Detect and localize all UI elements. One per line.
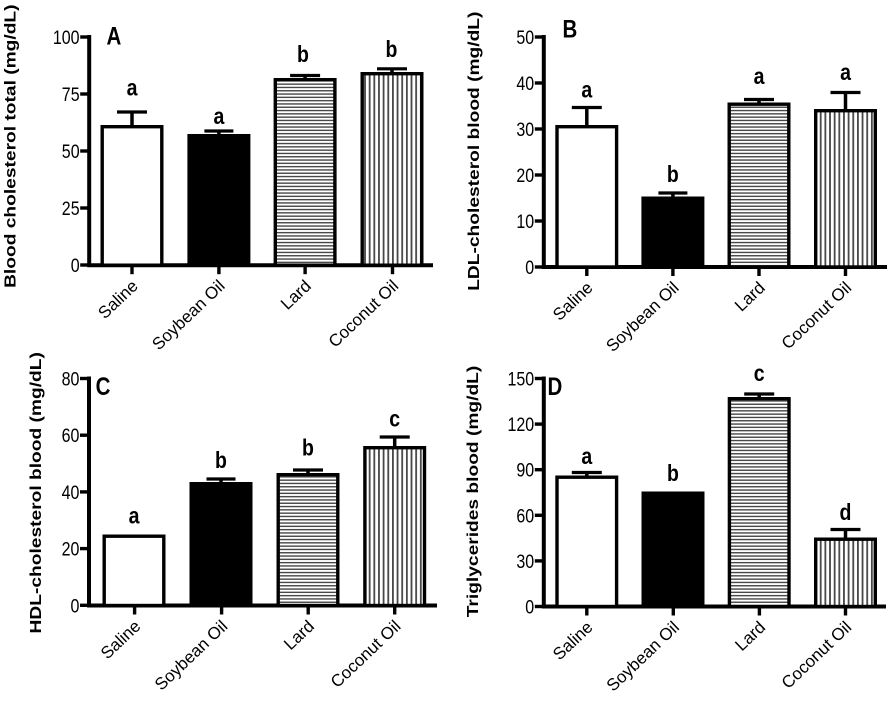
svg-text:c: c [389,406,400,432]
svg-text:d: d [840,499,852,525]
svg-text:b: b [667,161,679,187]
svg-text:60: 60 [516,505,534,527]
svg-text:20: 20 [516,165,534,187]
svg-text:150: 150 [508,368,535,390]
svg-text:20: 20 [62,538,80,560]
svg-text:b: b [302,435,314,461]
svg-text:c: c [754,360,765,386]
svg-text:75: 75 [62,84,80,106]
svg-text:a: a [754,63,766,89]
svg-text:0: 0 [525,257,534,279]
svg-text:30: 30 [516,119,534,141]
svg-text:Blood cholesterol total (mg/dL: Blood cholesterol total (mg/dL) [1,4,19,287]
svg-text:60: 60 [62,425,80,447]
svg-text:b: b [386,36,398,62]
svg-text:a: a [127,75,139,101]
svg-text:C: C [96,373,111,400]
svg-text:a: a [129,503,141,529]
svg-text:10: 10 [516,211,534,233]
svg-text:30: 30 [516,551,534,573]
svg-text:a: a [840,59,852,85]
svg-text:0: 0 [71,595,80,617]
svg-text:120: 120 [508,414,535,436]
svg-text:40: 40 [516,73,534,95]
svg-text:0: 0 [525,596,534,618]
svg-text:a: a [581,443,593,469]
svg-text:b: b [667,460,679,486]
svg-text:A: A [107,23,122,50]
svg-text:HDL-cholesterol blood (mg/dL): HDL-cholesterol blood (mg/dL) [27,352,45,633]
svg-text:25: 25 [62,198,80,220]
svg-text:B: B [563,16,578,43]
svg-text:80: 80 [62,368,80,390]
svg-text:40: 40 [62,482,80,504]
svg-text:Triglycerides blood (mg/dL): Triglycerides blood (mg/dL) [464,366,482,618]
svg-text:LDL-cholesterol blood (mg/dL): LDL-cholesterol blood (mg/dL) [465,12,483,291]
svg-text:D: D [548,373,563,400]
svg-text:b: b [297,41,309,67]
svg-text:a: a [213,103,225,129]
svg-text:b: b [215,447,227,473]
svg-text:0: 0 [71,255,80,277]
svg-text:a: a [581,77,593,103]
svg-text:50: 50 [62,141,80,163]
svg-text:100: 100 [53,27,80,49]
svg-text:50: 50 [516,27,534,49]
svg-text:90: 90 [516,459,534,481]
